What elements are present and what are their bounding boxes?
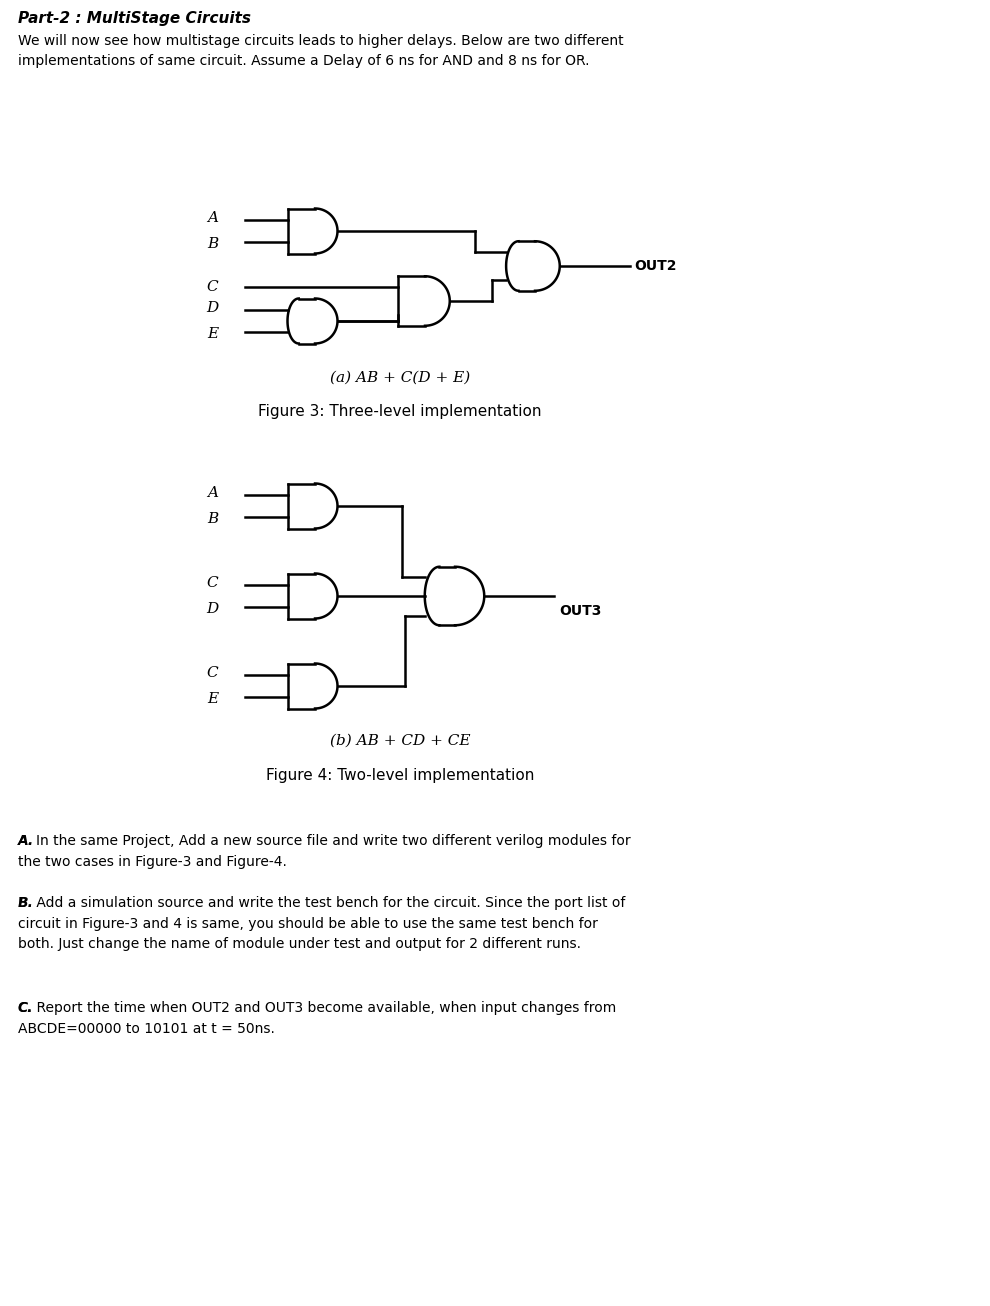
Text: B. Add a simulation source and write the test bench for the circuit. Since the p: B. Add a simulation source and write the… [18, 896, 626, 951]
Text: A. In the same Project, Add a new source file and write two different verilog mo: A. In the same Project, Add a new source… [18, 835, 631, 868]
Text: Figure 3: Three-level implementation: Figure 3: Three-level implementation [258, 404, 542, 419]
Text: C: C [206, 279, 218, 294]
Text: We will now see how multistage circuits leads to higher delays. Below are two di: We will now see how multistage circuits … [18, 34, 624, 68]
Text: A.: A. [18, 835, 35, 848]
Text: OUT2: OUT2 [635, 259, 677, 273]
Text: B: B [207, 512, 218, 526]
Text: E: E [207, 692, 218, 707]
Text: A: A [207, 210, 218, 225]
Text: OUT3: OUT3 [559, 603, 602, 618]
Text: C: C [206, 666, 218, 679]
Text: C: C [206, 576, 218, 590]
Text: C.: C. [18, 1000, 34, 1015]
Text: E: E [207, 328, 218, 341]
Text: D: D [206, 602, 218, 616]
Text: (b) AB + CD + CE: (b) AB + CD + CE [330, 734, 470, 748]
Text: A: A [207, 486, 218, 500]
Text: B: B [207, 238, 218, 251]
Text: B.: B. [18, 896, 34, 910]
Text: Figure 4: Two-level implementation: Figure 4: Two-level implementation [265, 768, 535, 784]
Text: Part-2 : MultiStage Circuits: Part-2 : MultiStage Circuits [18, 10, 251, 26]
Text: D: D [206, 300, 218, 315]
Text: (a) AB + C(D + E): (a) AB + C(D + E) [330, 371, 470, 385]
Text: C. Report the time when OUT2 and OUT3 become available, when input changes from
: C. Report the time when OUT2 and OUT3 be… [18, 1000, 616, 1036]
